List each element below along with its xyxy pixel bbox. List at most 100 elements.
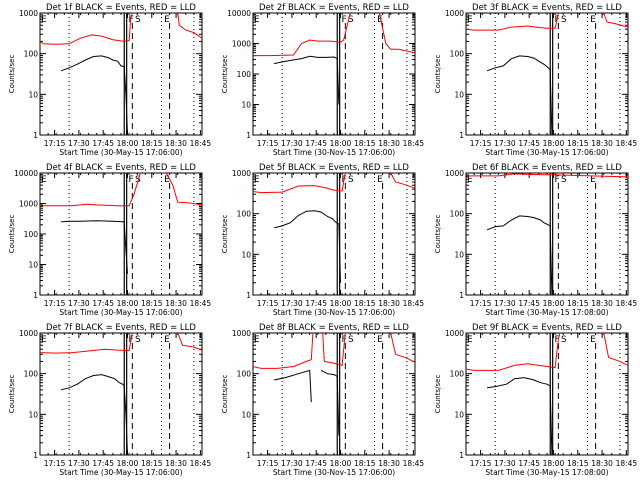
x-tick-label: 17:15 bbox=[470, 459, 492, 468]
x-tick-label: 18:00 bbox=[330, 139, 352, 148]
x-tick-label: 18:00 bbox=[117, 139, 139, 148]
y-tick-label: 10 bbox=[454, 250, 464, 259]
series-lld bbox=[39, 332, 203, 354]
x-tick-label: 18:00 bbox=[543, 459, 565, 468]
series-events bbox=[273, 210, 341, 283]
x-tick-label: 18:15 bbox=[354, 459, 376, 468]
x-tick-label: 18:30 bbox=[165, 459, 187, 468]
y-tick-label: 10 bbox=[241, 250, 251, 259]
marker-S: S bbox=[348, 15, 354, 25]
x-tick-label: 17:15 bbox=[44, 299, 66, 308]
series-lld bbox=[40, 172, 203, 207]
y-tick-label: 100 bbox=[24, 370, 39, 379]
marker-E-right: E bbox=[377, 15, 383, 25]
x-tick-label: 17:30 bbox=[68, 299, 90, 308]
y-tick-label: 1000 bbox=[19, 200, 38, 209]
y-tick-label: 10000 bbox=[14, 169, 38, 178]
x-tick-label: 17:15 bbox=[44, 139, 66, 148]
y-tick-label: 100 bbox=[237, 210, 252, 219]
marker-E-left: E bbox=[41, 175, 47, 185]
series-lld bbox=[252, 172, 416, 194]
y-axis-label: Counts/sec bbox=[434, 215, 442, 254]
axes-box bbox=[465, 12, 629, 136]
x-tick-label: 18:45 bbox=[403, 299, 425, 308]
axes-box bbox=[252, 332, 416, 456]
y-tick-label: 1000 bbox=[445, 169, 464, 178]
panel-6: Det 6f BLACK = Events, RED = LLD 1 10 100 10… bbox=[434, 163, 637, 317]
series-events bbox=[60, 55, 128, 136]
panel-title: Det 8f BLACK = Events, RED = LLD bbox=[259, 323, 409, 333]
x-tick-label: 18:45 bbox=[616, 459, 638, 468]
marker-E-left: E bbox=[254, 175, 260, 185]
x-tick-label: 17:45 bbox=[305, 139, 327, 148]
x-tick-label: 18:15 bbox=[141, 139, 163, 148]
panel-1: Det 1f BLACK = Events, RED = LLD 1 10 100 10… bbox=[8, 3, 211, 157]
x-axis-label: Start Time (30-May-15 17:06:00) bbox=[59, 148, 182, 157]
y-tick-label: 10 bbox=[28, 90, 38, 99]
x-tick-label: 17:30 bbox=[68, 139, 90, 148]
marker-F: F bbox=[341, 335, 346, 345]
series-lld bbox=[252, 332, 416, 369]
x-axis-label: Start Time (30-Nov-15 17:06:00) bbox=[273, 468, 395, 477]
panel-7: Det 7f BLACK = Events, RED = LLD 1 10 100 10… bbox=[8, 323, 211, 477]
x-tick-label: 18:30 bbox=[165, 299, 187, 308]
y-tick-label: 1 bbox=[459, 131, 464, 140]
series-events bbox=[486, 215, 553, 296]
x-tick-label: 17:45 bbox=[518, 139, 540, 148]
y-axis-label: Counts/sec bbox=[434, 55, 442, 94]
axes-box bbox=[39, 332, 203, 456]
x-tick-label: 17:15 bbox=[257, 459, 279, 468]
x-tick-label: 18:00 bbox=[543, 139, 565, 148]
x-tick-label: 18:00 bbox=[117, 299, 139, 308]
marker-F: F bbox=[341, 15, 346, 25]
y-axis-label: Counts/sec bbox=[221, 375, 229, 414]
y-tick-label: 1 bbox=[459, 291, 464, 300]
axes-box bbox=[465, 332, 629, 456]
panel-5: Det 5f BLACK = Events, RED = LLD 1 10 100 10… bbox=[221, 163, 424, 317]
series-events bbox=[273, 369, 340, 436]
series-lld bbox=[465, 12, 629, 31]
y-tick-label: 1 bbox=[246, 291, 251, 300]
x-tick-label: 18:00 bbox=[330, 299, 352, 308]
panel-title: Det 1f BLACK = Events, RED = LLD bbox=[46, 3, 196, 13]
x-tick-label: 18:30 bbox=[378, 459, 400, 468]
x-tick-label: 18:00 bbox=[543, 299, 565, 308]
panel-title: Det 7f BLACK = Events, RED = LLD bbox=[46, 323, 196, 333]
marker-S: S bbox=[348, 335, 354, 345]
panel-title: Det 4f BLACK = Events, RED = LLD bbox=[46, 163, 196, 173]
panel-3: Det 3f BLACK = Events, RED = LLD 1 10 100 10… bbox=[434, 3, 637, 157]
series-events bbox=[486, 55, 553, 136]
y-tick-label: 1 bbox=[33, 131, 38, 140]
marker-E-right: E bbox=[590, 175, 596, 185]
x-tick-label: 18:00 bbox=[330, 459, 352, 468]
x-tick-label: 17:45 bbox=[92, 299, 114, 308]
y-tick-label: 1000 bbox=[232, 169, 251, 178]
marker-S: S bbox=[135, 15, 141, 25]
marker-E-right: E bbox=[164, 175, 170, 185]
y-tick-label: 1000 bbox=[232, 40, 251, 49]
y-tick-label: 10 bbox=[454, 410, 464, 419]
y-tick-label: 100 bbox=[24, 230, 39, 239]
marker-E-left: E bbox=[467, 335, 473, 345]
panel-title: Det 9f BLACK = Events, RED = LLD bbox=[472, 323, 622, 333]
x-tick-label: 18:30 bbox=[378, 139, 400, 148]
marker-E-right: E bbox=[164, 15, 170, 25]
panel-9: Det 9f BLACK = Events, RED = LLD 1 10 100 10… bbox=[434, 323, 637, 477]
x-tick-label: 18:45 bbox=[190, 139, 212, 148]
panel-4: Det 4f BLACK = Events, RED = LLD 1 10 100 10… bbox=[8, 163, 211, 317]
x-tick-label: 17:30 bbox=[494, 139, 516, 148]
x-tick-label: 17:15 bbox=[44, 459, 66, 468]
x-tick-label: 18:45 bbox=[403, 139, 425, 148]
y-tick-label: 100 bbox=[450, 50, 465, 59]
series-events bbox=[60, 374, 128, 456]
x-tick-label: 17:15 bbox=[470, 139, 492, 148]
marker-S: S bbox=[348, 175, 354, 185]
y-tick-label: 1 bbox=[459, 451, 464, 460]
series-lld bbox=[465, 332, 629, 371]
x-axis-label: Start Time (30-Nov-15 17:06:00) bbox=[273, 308, 395, 317]
x-tick-label: 18:45 bbox=[403, 459, 425, 468]
y-tick-label: 1000 bbox=[19, 329, 38, 338]
x-tick-label: 18:30 bbox=[591, 139, 613, 148]
x-axis-label: Start Time (30-May-15 17:06:00) bbox=[59, 308, 182, 317]
x-tick-label: 17:30 bbox=[494, 299, 516, 308]
